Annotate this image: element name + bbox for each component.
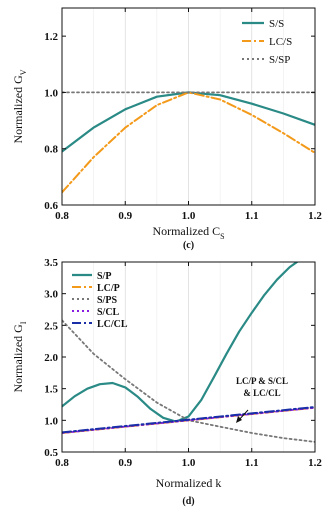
annotation-text: LC/P & S/CL — [236, 376, 288, 386]
annotation-arrow-head — [236, 416, 242, 423]
y-axis-label-sub: V — [19, 69, 28, 75]
y-tick-label: 0.8 — [44, 144, 58, 156]
x-axis-label-main: Normalized k — [156, 476, 222, 490]
series-line-lc-s — [62, 91, 315, 194]
legend-label: S/S — [269, 18, 284, 30]
legend-label: LC/S — [269, 36, 292, 48]
y-tick-label: 3.5 — [44, 257, 58, 269]
y-tick-label: 1.0 — [44, 87, 58, 99]
y-axis-label-sub: I — [19, 321, 28, 324]
x-tick-label: 0.9 — [118, 457, 132, 469]
plot-area — [62, 262, 315, 443]
x-axis-label: Normalized k — [156, 476, 222, 490]
legend-label: LC/P — [97, 283, 120, 294]
x-axis-label-main: Normalized C — [152, 224, 220, 238]
legend-label: S/SP — [269, 54, 290, 66]
y-tick-label: 1.2 — [44, 31, 58, 43]
x-tick-label: 1.1 — [245, 457, 259, 469]
y-tick-label: 3.0 — [44, 289, 58, 301]
x-tick-label: 0.8 — [55, 457, 69, 469]
legend-label: LC/CL — [97, 319, 128, 330]
y-tick-label: 2.5 — [44, 320, 58, 332]
y-axis-label: Normalized GV — [11, 69, 28, 143]
x-tick-label: 1.2 — [308, 457, 322, 469]
x-tick-label: 1.1 — [245, 210, 259, 222]
panel-label: (c) — [183, 240, 194, 251]
legend-label: S/P — [97, 271, 111, 282]
legend-label: S/PS — [97, 295, 117, 306]
y-axis-label-main: Normalized G — [11, 75, 25, 144]
series-line-lc-cl — [62, 406, 315, 434]
plot-area — [62, 91, 315, 194]
y-tick-label: 2.0 — [44, 352, 58, 364]
legend-label: S/CL — [97, 307, 120, 318]
annotation-text: & LC/CL — [243, 388, 280, 398]
x-axis-label: Normalized CS — [152, 224, 224, 241]
y-axis-label: Normalized GI — [11, 321, 28, 392]
x-tick-label: 1.2 — [308, 210, 322, 222]
x-tick-label: 0.9 — [118, 210, 132, 222]
x-axis-label-sub: S — [220, 232, 224, 241]
y-tick-label: 0.6 — [44, 200, 58, 212]
y-tick-label: 0.5 — [44, 447, 58, 459]
x-tick-label: 1.0 — [182, 457, 196, 469]
panel-label: (d) — [182, 496, 194, 507]
x-tick-label: 1.0 — [182, 210, 196, 222]
chart-panel-d: 0.8 0.9 1.0 1.1 1.2 0.5 1.0 1.5 2.0 2.5 3.0 3.5 Norm… — [11, 257, 322, 507]
series-line-s-p — [62, 262, 299, 423]
y-tick-label: 1.0 — [44, 415, 58, 427]
x-tick-label: 0.8 — [55, 210, 69, 222]
y-axis-label-main: Normalized G — [11, 324, 25, 393]
y-tick-label: 1.5 — [44, 384, 58, 396]
